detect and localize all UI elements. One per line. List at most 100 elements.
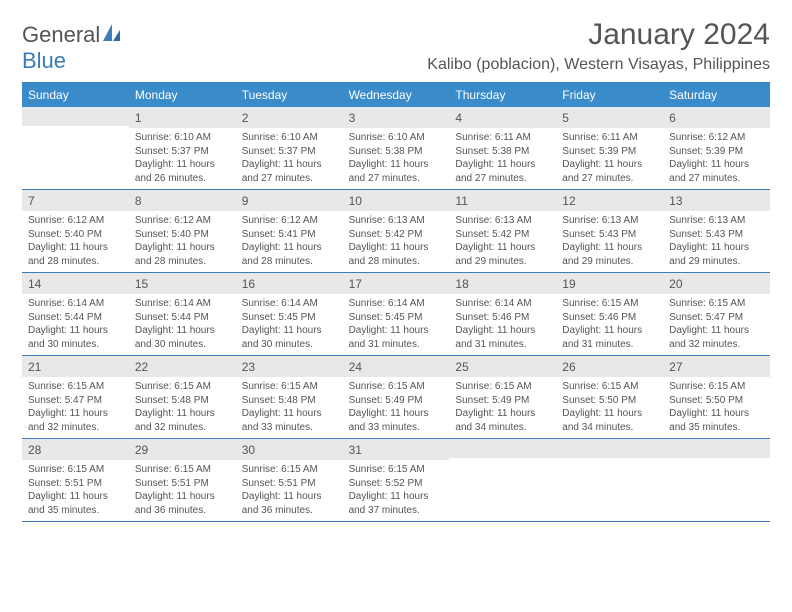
sunrise-text: Sunrise: 6:15 AM (562, 297, 659, 311)
brand-general: General (22, 22, 100, 47)
calendar-cell: 31Sunrise: 6:15 AMSunset: 5:52 PMDayligh… (343, 439, 450, 521)
sunrise-text: Sunrise: 6:15 AM (242, 463, 339, 477)
daylight-text: Daylight: 11 hours and 27 minutes. (349, 158, 446, 185)
daylight-text: Daylight: 11 hours and 32 minutes. (135, 407, 232, 434)
day-number: 23 (236, 356, 343, 377)
sunset-text: Sunset: 5:51 PM (135, 477, 232, 491)
day-number: 17 (343, 273, 450, 294)
calendar-cell: 10Sunrise: 6:13 AMSunset: 5:42 PMDayligh… (343, 190, 450, 272)
daylight-text: Daylight: 11 hours and 31 minutes. (349, 324, 446, 351)
day-number: 29 (129, 439, 236, 460)
daylight-text: Daylight: 11 hours and 29 minutes. (455, 241, 552, 268)
calendar-cell: 28Sunrise: 6:15 AMSunset: 5:51 PMDayligh… (22, 439, 129, 521)
day-body: Sunrise: 6:15 AMSunset: 5:47 PMDaylight:… (22, 377, 129, 436)
day-body (556, 458, 663, 514)
day-body: Sunrise: 6:14 AMSunset: 5:45 PMDaylight:… (343, 294, 450, 353)
day-body: Sunrise: 6:15 AMSunset: 5:50 PMDaylight:… (556, 377, 663, 436)
day-number: 20 (663, 273, 770, 294)
calendar-cell: 15Sunrise: 6:14 AMSunset: 5:44 PMDayligh… (129, 273, 236, 355)
sunrise-text: Sunrise: 6:11 AM (455, 131, 552, 145)
calendar-cell (22, 107, 129, 189)
day-number: 1 (129, 107, 236, 128)
day-body: Sunrise: 6:15 AMSunset: 5:51 PMDaylight:… (129, 460, 236, 519)
sunset-text: Sunset: 5:48 PM (135, 394, 232, 408)
day-number (663, 439, 770, 458)
calendar-cell: 3Sunrise: 6:10 AMSunset: 5:38 PMDaylight… (343, 107, 450, 189)
calendar-cell: 23Sunrise: 6:15 AMSunset: 5:48 PMDayligh… (236, 356, 343, 438)
daylight-text: Daylight: 11 hours and 28 minutes. (242, 241, 339, 268)
sunset-text: Sunset: 5:52 PM (349, 477, 446, 491)
calendar-cell: 13Sunrise: 6:13 AMSunset: 5:43 PMDayligh… (663, 190, 770, 272)
day-number: 24 (343, 356, 450, 377)
sunset-text: Sunset: 5:47 PM (28, 394, 125, 408)
calendar-cell: 4Sunrise: 6:11 AMSunset: 5:38 PMDaylight… (449, 107, 556, 189)
sunset-text: Sunset: 5:38 PM (349, 145, 446, 159)
sunrise-text: Sunrise: 6:10 AM (242, 131, 339, 145)
day-body: Sunrise: 6:12 AMSunset: 5:40 PMDaylight:… (22, 211, 129, 270)
calendar-cell: 22Sunrise: 6:15 AMSunset: 5:48 PMDayligh… (129, 356, 236, 438)
daylight-text: Daylight: 11 hours and 26 minutes. (135, 158, 232, 185)
day-body: Sunrise: 6:11 AMSunset: 5:38 PMDaylight:… (449, 128, 556, 187)
weekday-header: Tuesday (236, 83, 343, 107)
daylight-text: Daylight: 11 hours and 27 minutes. (562, 158, 659, 185)
document-header: GeneralBlue January 2024 Kalibo (poblaci… (22, 18, 770, 74)
sunset-text: Sunset: 5:37 PM (135, 145, 232, 159)
day-body: Sunrise: 6:15 AMSunset: 5:51 PMDaylight:… (22, 460, 129, 519)
calendar-week-row: 7Sunrise: 6:12 AMSunset: 5:40 PMDaylight… (22, 190, 770, 273)
day-number: 11 (449, 190, 556, 211)
sunset-text: Sunset: 5:45 PM (242, 311, 339, 325)
day-number: 27 (663, 356, 770, 377)
sunrise-text: Sunrise: 6:12 AM (669, 131, 766, 145)
sunrise-text: Sunrise: 6:15 AM (28, 463, 125, 477)
day-number: 31 (343, 439, 450, 460)
daylight-text: Daylight: 11 hours and 32 minutes. (28, 407, 125, 434)
sunset-text: Sunset: 5:43 PM (562, 228, 659, 242)
calendar-cell: 2Sunrise: 6:10 AMSunset: 5:37 PMDaylight… (236, 107, 343, 189)
daylight-text: Daylight: 11 hours and 30 minutes. (242, 324, 339, 351)
location-subtitle: Kalibo (poblacion), Western Visayas, Phi… (427, 56, 770, 74)
sunrise-text: Sunrise: 6:15 AM (135, 463, 232, 477)
calendar-cell: 6Sunrise: 6:12 AMSunset: 5:39 PMDaylight… (663, 107, 770, 189)
sunset-text: Sunset: 5:42 PM (455, 228, 552, 242)
day-body: Sunrise: 6:13 AMSunset: 5:43 PMDaylight:… (663, 211, 770, 270)
day-number: 9 (236, 190, 343, 211)
sunrise-text: Sunrise: 6:15 AM (28, 380, 125, 394)
day-number: 19 (556, 273, 663, 294)
sunrise-text: Sunrise: 6:12 AM (28, 214, 125, 228)
day-number: 6 (663, 107, 770, 128)
calendar-cell: 26Sunrise: 6:15 AMSunset: 5:50 PMDayligh… (556, 356, 663, 438)
sunset-text: Sunset: 5:39 PM (669, 145, 766, 159)
calendar-grid: Sunday Monday Tuesday Wednesday Thursday… (22, 82, 770, 522)
day-body: Sunrise: 6:14 AMSunset: 5:44 PMDaylight:… (129, 294, 236, 353)
sunrise-text: Sunrise: 6:14 AM (349, 297, 446, 311)
sunset-text: Sunset: 5:38 PM (455, 145, 552, 159)
sunrise-text: Sunrise: 6:13 AM (455, 214, 552, 228)
calendar-cell: 24Sunrise: 6:15 AMSunset: 5:49 PMDayligh… (343, 356, 450, 438)
brand-logo: GeneralBlue (22, 22, 123, 74)
sunset-text: Sunset: 5:40 PM (135, 228, 232, 242)
calendar-week-row: 14Sunrise: 6:14 AMSunset: 5:44 PMDayligh… (22, 273, 770, 356)
day-body: Sunrise: 6:14 AMSunset: 5:46 PMDaylight:… (449, 294, 556, 353)
daylight-text: Daylight: 11 hours and 34 minutes. (562, 407, 659, 434)
day-number (449, 439, 556, 458)
daylight-text: Daylight: 11 hours and 28 minutes. (349, 241, 446, 268)
sunset-text: Sunset: 5:50 PM (669, 394, 766, 408)
sunrise-text: Sunrise: 6:10 AM (135, 131, 232, 145)
day-body: Sunrise: 6:12 AMSunset: 5:39 PMDaylight:… (663, 128, 770, 187)
calendar-cell: 30Sunrise: 6:15 AMSunset: 5:51 PMDayligh… (236, 439, 343, 521)
weekday-header-row: Sunday Monday Tuesday Wednesday Thursday… (22, 82, 770, 107)
calendar-week-row: 21Sunrise: 6:15 AMSunset: 5:47 PMDayligh… (22, 356, 770, 439)
day-body: Sunrise: 6:15 AMSunset: 5:48 PMDaylight:… (236, 377, 343, 436)
day-body: Sunrise: 6:15 AMSunset: 5:48 PMDaylight:… (129, 377, 236, 436)
sunrise-text: Sunrise: 6:15 AM (349, 380, 446, 394)
daylight-text: Daylight: 11 hours and 30 minutes. (28, 324, 125, 351)
calendar-cell: 16Sunrise: 6:14 AMSunset: 5:45 PMDayligh… (236, 273, 343, 355)
sunset-text: Sunset: 5:37 PM (242, 145, 339, 159)
day-body: Sunrise: 6:15 AMSunset: 5:49 PMDaylight:… (449, 377, 556, 436)
day-body: Sunrise: 6:15 AMSunset: 5:50 PMDaylight:… (663, 377, 770, 436)
calendar-cell: 29Sunrise: 6:15 AMSunset: 5:51 PMDayligh… (129, 439, 236, 521)
day-number: 30 (236, 439, 343, 460)
document-page: GeneralBlue January 2024 Kalibo (poblaci… (0, 0, 792, 532)
daylight-text: Daylight: 11 hours and 30 minutes. (135, 324, 232, 351)
sunrise-text: Sunrise: 6:15 AM (562, 380, 659, 394)
